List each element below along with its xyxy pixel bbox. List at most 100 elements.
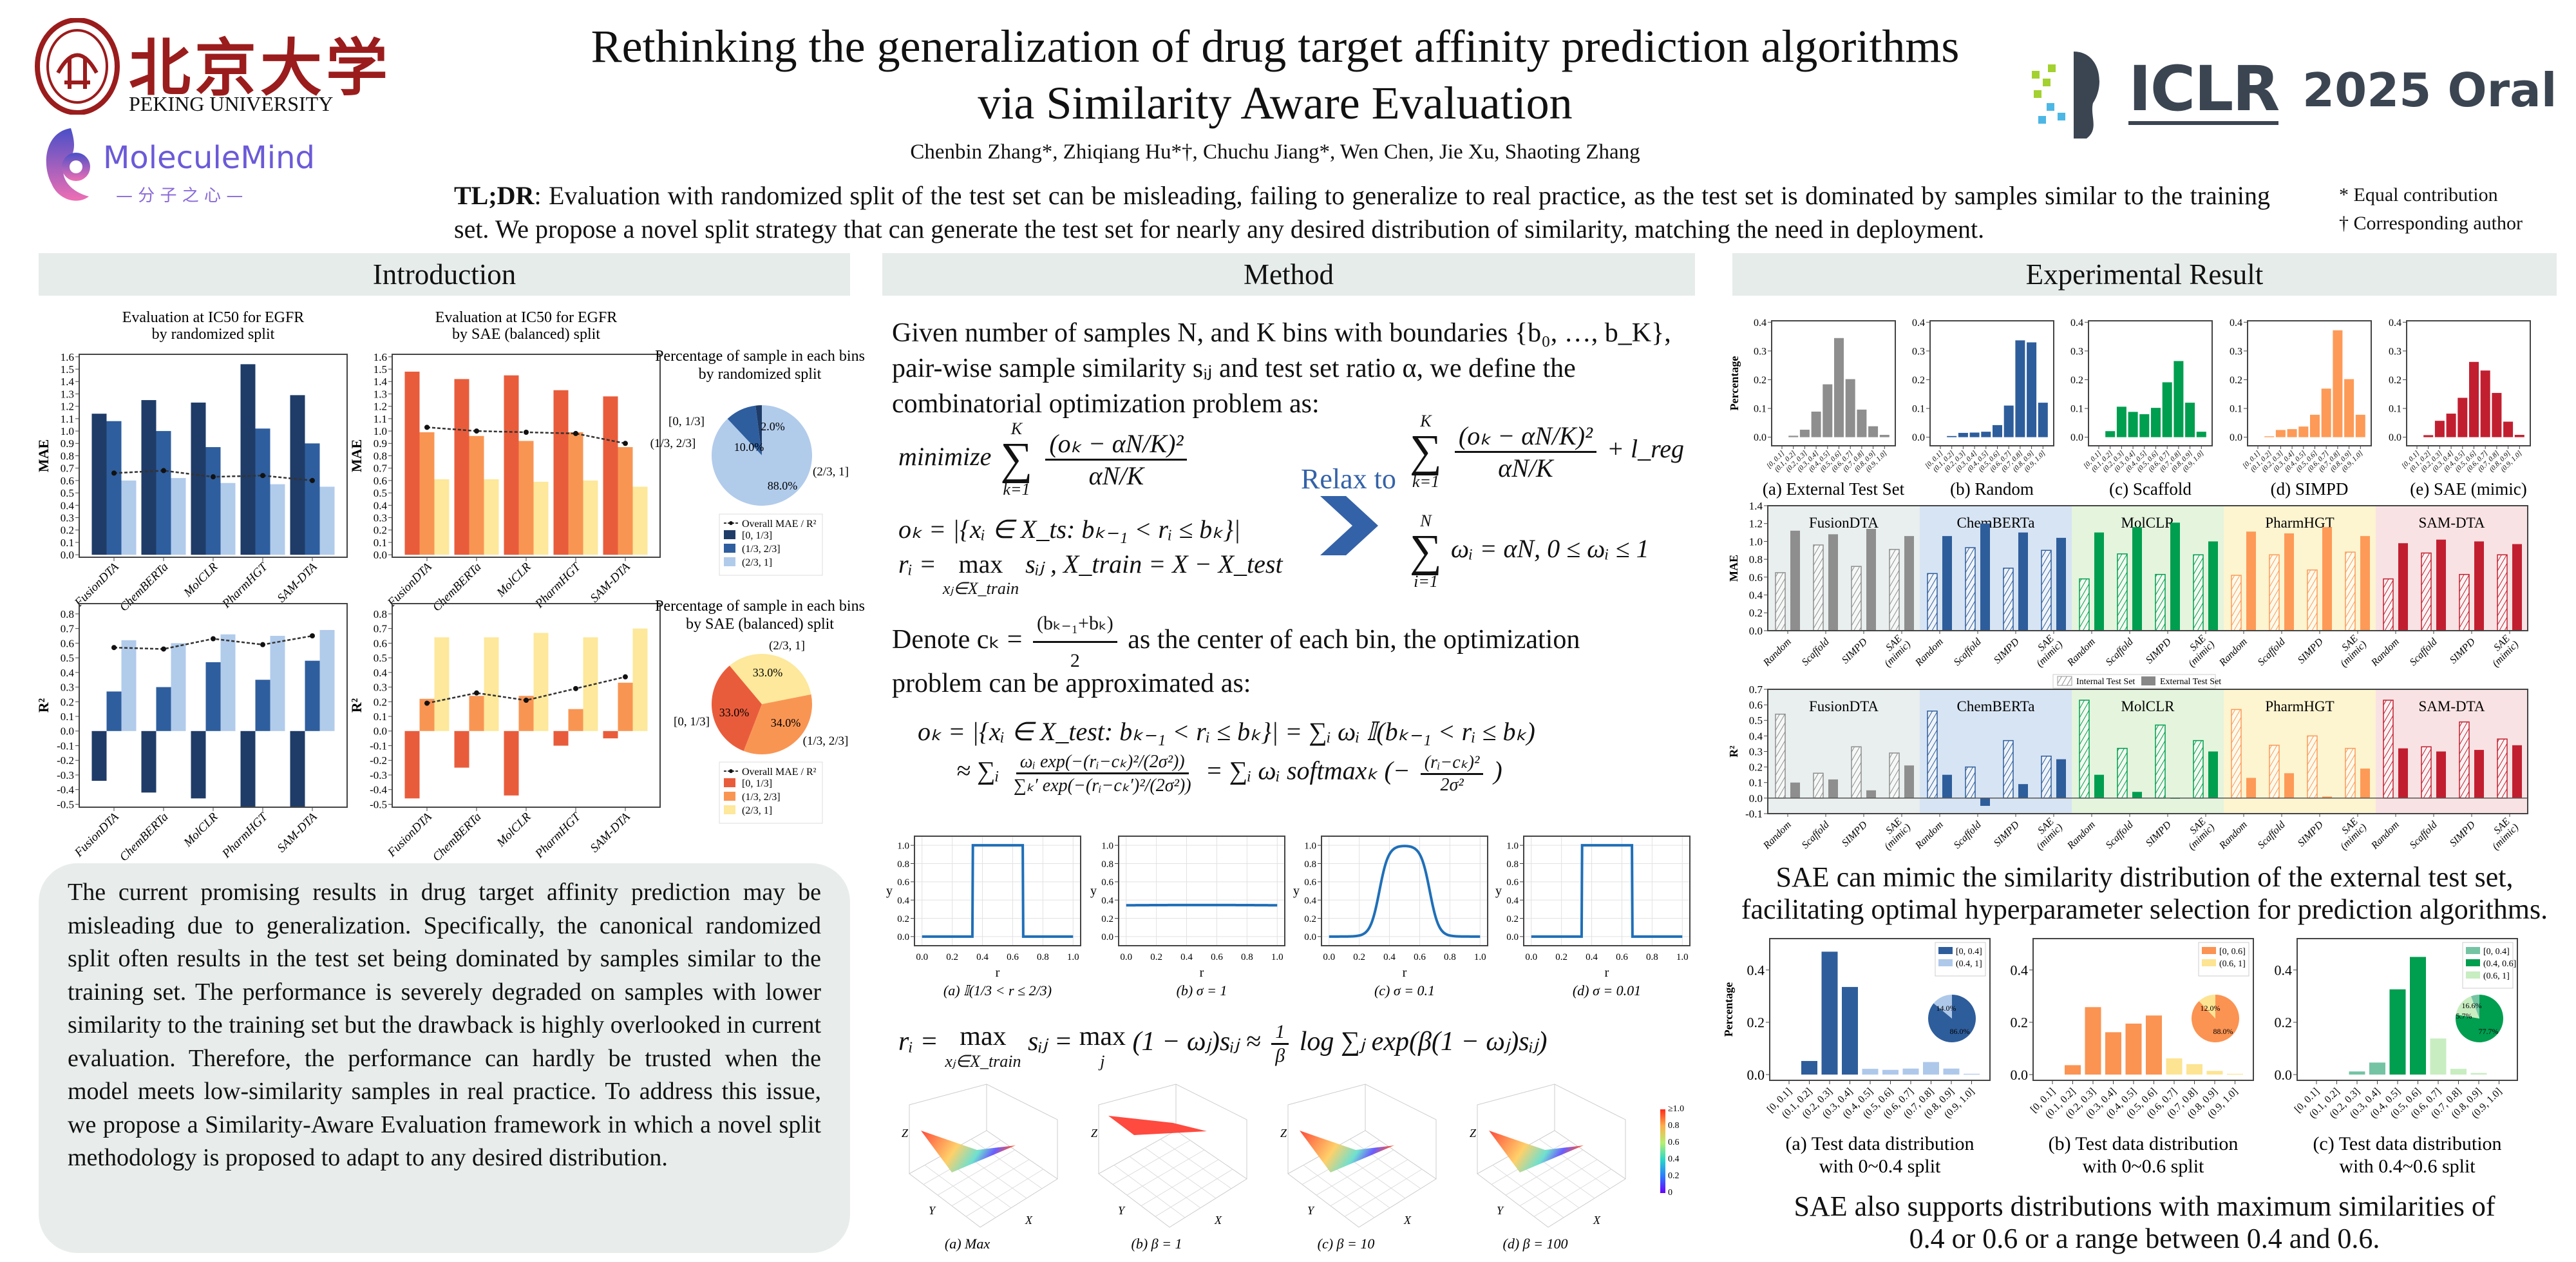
x-tick-label: 0.8	[1037, 952, 1049, 962]
grid-line	[1330, 1159, 1408, 1207]
y-tick-label: 0.4	[374, 667, 388, 679]
x-tick-label-line: SIMPD	[2144, 636, 2174, 665]
x-tick-label: 1.0	[1474, 952, 1486, 962]
y-tick-label: 0.4	[897, 895, 909, 906]
sum-symbol: ∑	[1000, 434, 1033, 484]
x-tick-label-line: SIMPD	[1840, 819, 1870, 848]
softmax-numerator: (rᵢ−cₖ)²	[1420, 751, 1484, 775]
internal-test-bar	[1775, 572, 1786, 631]
internal-test-bar	[2079, 578, 2090, 631]
x-axis-label: X	[1214, 1214, 1222, 1227]
bar	[171, 478, 186, 555]
model-band-label: FusionDTA	[1809, 515, 1879, 531]
external-test-bar	[1942, 774, 1952, 798]
y-tick-label: 0.2	[374, 696, 387, 708]
y-tick-label: 0.8	[1101, 859, 1113, 870]
equation-objective: minimize K ∑ k=1 (oₖ − αN/K)² αN/K	[898, 420, 1191, 499]
title-line-2: via Similarity Aware Evaluation	[978, 77, 1573, 129]
section-header-experimental-result: Experimental Result	[1732, 253, 2557, 296]
x-axis-label: X	[1593, 1214, 1601, 1227]
external-test-bar	[2170, 522, 2180, 631]
lse-denominator: β	[1275, 1045, 1285, 1066]
pie-title: by SAE (balanced) split	[686, 616, 834, 633]
legend-label: (1/3, 2/3]	[742, 792, 781, 803]
y-tick-label: 0.7	[61, 623, 75, 635]
plot-frame	[79, 354, 348, 558]
z-axis-label: Z	[902, 1127, 909, 1140]
x-tick-label: SAE(mimic)	[2331, 814, 2369, 852]
pie-category-label: (2/3, 1]	[769, 639, 805, 653]
equation-approx-line-1: oₖ = |{xᵢ ∈ X_test: bₖ₋₁ < rᵢ ≤ bₖ}| = ∑…	[918, 717, 1535, 746]
internal-test-bar	[1965, 766, 1976, 799]
external-test-bar	[2246, 778, 2256, 798]
internal-test-bar	[2079, 700, 2090, 799]
x-tick-label: 0.8	[1646, 952, 1658, 962]
section-header-method: Method	[882, 253, 1695, 296]
bar	[484, 637, 499, 731]
overall-point	[524, 698, 529, 703]
external-test-bar	[2512, 544, 2522, 631]
histogram-bar	[2196, 432, 2206, 437]
pie-value-label: 10.0%	[734, 441, 764, 454]
histogram-bar	[1882, 1069, 1899, 1075]
bar	[270, 484, 285, 555]
y-axis-label: y	[1495, 884, 1502, 898]
inset-pie-slice	[2456, 996, 2479, 1018]
inset-pie-label: 88.0%	[2213, 1027, 2233, 1036]
grid-line	[1126, 1149, 1205, 1196]
panel-caption: (a) External Test Set	[1763, 479, 1905, 499]
y-tick-label: 0.6	[1749, 571, 1763, 584]
y-tick-label: 1.2	[61, 401, 74, 413]
bar	[290, 731, 305, 807]
external-test-bar	[2398, 748, 2408, 798]
y-tick-label: 0.6	[1304, 877, 1316, 888]
objective-numerator: (oₖ − αN/K)²	[1045, 428, 1188, 461]
histogram-bar	[2446, 414, 2456, 437]
histogram-bar	[2105, 431, 2116, 437]
internal-test-bar	[2003, 568, 2014, 631]
histogram-bar	[2369, 1062, 2385, 1075]
inset-pie-label: 86.0%	[1950, 1027, 1970, 1036]
legend-label: (2/3, 1]	[742, 557, 772, 568]
panel-caption-line-1: (a) Test data distribution	[1785, 1133, 1974, 1154]
external-test-bar	[1904, 765, 1914, 798]
bar	[319, 629, 335, 731]
colorbar-tick-label: 0.2	[1668, 1171, 1680, 1181]
footnote-equal-contribution: * Equal contribution	[2339, 184, 2498, 206]
y-tick-label: 1.0	[374, 425, 387, 437]
histogram-bar	[1943, 1068, 1960, 1075]
y-tick-label: -0.4	[370, 784, 387, 796]
inset-pie-label: 16.6%	[2462, 1001, 2482, 1010]
x-tick-label-line: SIMPD	[1992, 636, 2022, 665]
tldr: TL;DR: Evaluation with randomized split …	[454, 179, 2270, 246]
legend-swatch	[1938, 947, 1953, 954]
surface-plot: Z Y X (a) Max	[902, 1084, 1058, 1252]
results-caption-1-line-2: facilitating optimal hyperparameter sele…	[1741, 894, 2548, 925]
plot-frame	[914, 836, 1081, 946]
histogram-bar	[1811, 411, 1821, 437]
x-tick-label-line: SIMPD	[1992, 819, 2022, 848]
external-test-bar	[2018, 532, 2028, 631]
equation-weight-constraint: N ∑ i=1 ωᵢ = αN, 0 ≤ ωᵢ ≤ 1	[1407, 512, 1649, 591]
method-text-line-2: pair-wise sample similarity sᵢⱼ and test…	[892, 354, 1576, 383]
lse-lhs: rᵢ =	[898, 1027, 938, 1057]
y-axis-label: y	[886, 884, 893, 898]
plot-frame	[2032, 938, 2254, 1081]
z-axis-label: Z	[1091, 1127, 1098, 1140]
histogram-bar	[2344, 379, 2354, 437]
ri-rhs: sᵢⱼ , X_train = X − X_test	[1025, 550, 1283, 578]
inset-pie-slice	[2192, 995, 2239, 1043]
histogram-bar	[1834, 338, 1844, 437]
bar	[240, 364, 256, 555]
histogram-bar	[2116, 406, 2126, 437]
histogram-bar	[1801, 1060, 1817, 1075]
x-tick-label: SAE(mimic)	[2027, 631, 2065, 669]
bar	[583, 480, 598, 555]
x-tick-label: SAE(mimic)	[1875, 631, 1913, 669]
y-tick-label: 0.2	[1912, 375, 1925, 386]
bar	[553, 390, 569, 555]
pie-value-label: 34.0%	[771, 716, 801, 729]
back-walls	[1287, 1084, 1437, 1179]
y-tick-label: 1.4	[61, 376, 75, 388]
